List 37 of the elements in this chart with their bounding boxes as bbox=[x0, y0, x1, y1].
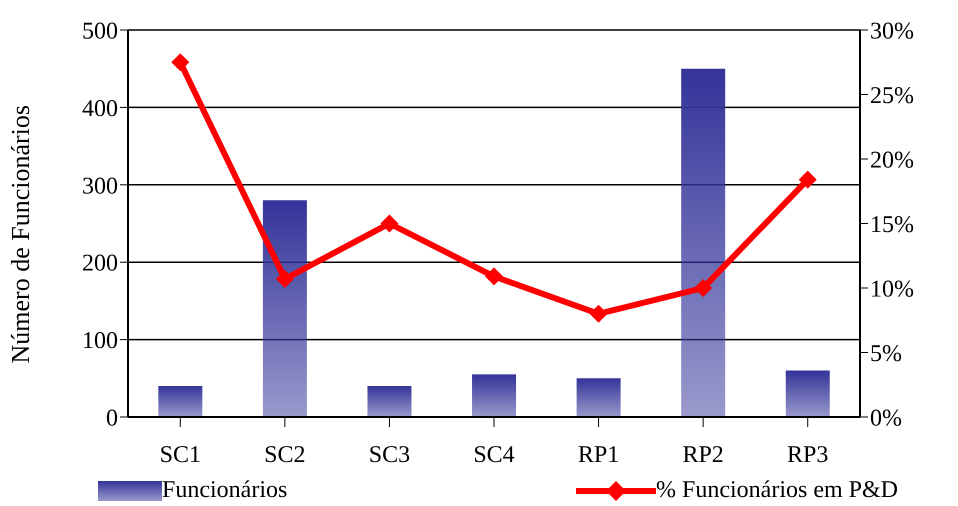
point bbox=[171, 53, 190, 72]
point bbox=[798, 170, 817, 189]
legend-label: % Funcionários em P&D bbox=[656, 477, 898, 504]
point bbox=[590, 304, 608, 323]
point bbox=[380, 214, 398, 232]
x-tick-label: RP2 bbox=[682, 442, 724, 468]
point bbox=[276, 270, 294, 288]
x-tick-label: RP1 bbox=[578, 442, 620, 468]
x-tick-label: SC4 bbox=[473, 442, 515, 468]
point bbox=[485, 267, 503, 286]
y-tick-label: 500 bbox=[82, 18, 118, 45]
bar bbox=[367, 386, 412, 417]
y-tick-label: 0 bbox=[106, 406, 118, 432]
y2-tick-label: 15% bbox=[870, 212, 914, 238]
y2-tick-label: 30% bbox=[870, 18, 914, 45]
bar bbox=[786, 370, 830, 417]
x-tick-label: SC3 bbox=[368, 442, 410, 468]
y2-tick-label: 20% bbox=[870, 148, 914, 174]
legend-label: Funcionários bbox=[162, 477, 288, 504]
y-tick-label: 200 bbox=[82, 250, 118, 277]
bar bbox=[681, 68, 726, 417]
x-tick-label: SC2 bbox=[264, 442, 306, 468]
x-tick-label: SC1 bbox=[160, 442, 201, 468]
y2-tick-label: 10% bbox=[870, 276, 914, 303]
y2-tick-label: 5% bbox=[870, 341, 902, 368]
y2-tick-label: 0% bbox=[870, 406, 902, 432]
y-axis-title: Número de Funcionários bbox=[6, 104, 36, 364]
y2-tick-label: 25% bbox=[870, 83, 914, 110]
y-tick-label: 100 bbox=[82, 328, 118, 354]
y-tick-label: 400 bbox=[82, 96, 118, 122]
bar bbox=[576, 378, 621, 417]
x-tick-label: RP3 bbox=[787, 442, 828, 468]
bar bbox=[472, 374, 516, 417]
point bbox=[694, 279, 712, 297]
bar bbox=[262, 200, 307, 417]
y-tick-label: 300 bbox=[82, 173, 118, 200]
bar bbox=[158, 386, 202, 417]
